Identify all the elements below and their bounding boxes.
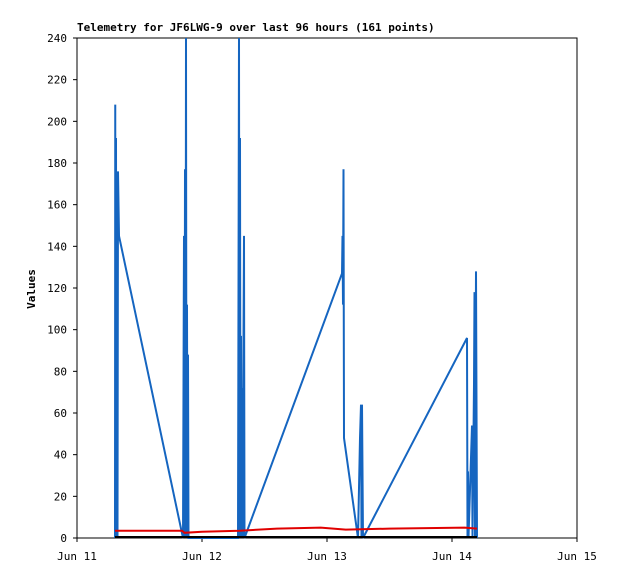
y-tick-label: 120 xyxy=(47,282,67,295)
y-tick-label: 40 xyxy=(54,449,67,462)
y-axis-label: Values xyxy=(25,269,38,309)
y-tick-label: 180 xyxy=(47,157,67,170)
x-tick-label: Jun 12 xyxy=(182,550,222,563)
y-tick-label: 100 xyxy=(47,324,67,337)
y-tick-label: 220 xyxy=(47,74,67,87)
series-line xyxy=(114,37,478,539)
series-line xyxy=(115,526,478,534)
y-tick-label: 240 xyxy=(47,32,67,45)
y-tick-label: 60 xyxy=(54,407,67,420)
y-tick-label: 200 xyxy=(47,115,67,128)
x-tick-label: Jun 14 xyxy=(432,550,472,563)
x-tick-label: Jun 11 xyxy=(57,550,97,563)
y-tick-label: 0 xyxy=(60,532,67,545)
x-tick-label: Jun 13 xyxy=(307,550,347,563)
y-tick-label: 160 xyxy=(47,199,67,212)
y-tick-label: 80 xyxy=(54,365,67,378)
y-tick-label: 20 xyxy=(54,490,67,503)
x-tick-label: Jun 15 xyxy=(557,550,597,563)
chart-title: Telemetry for JF6LWG-9 over last 96 hour… xyxy=(77,21,435,34)
y-tick-label: 140 xyxy=(47,240,67,253)
plot-frame xyxy=(76,37,578,539)
